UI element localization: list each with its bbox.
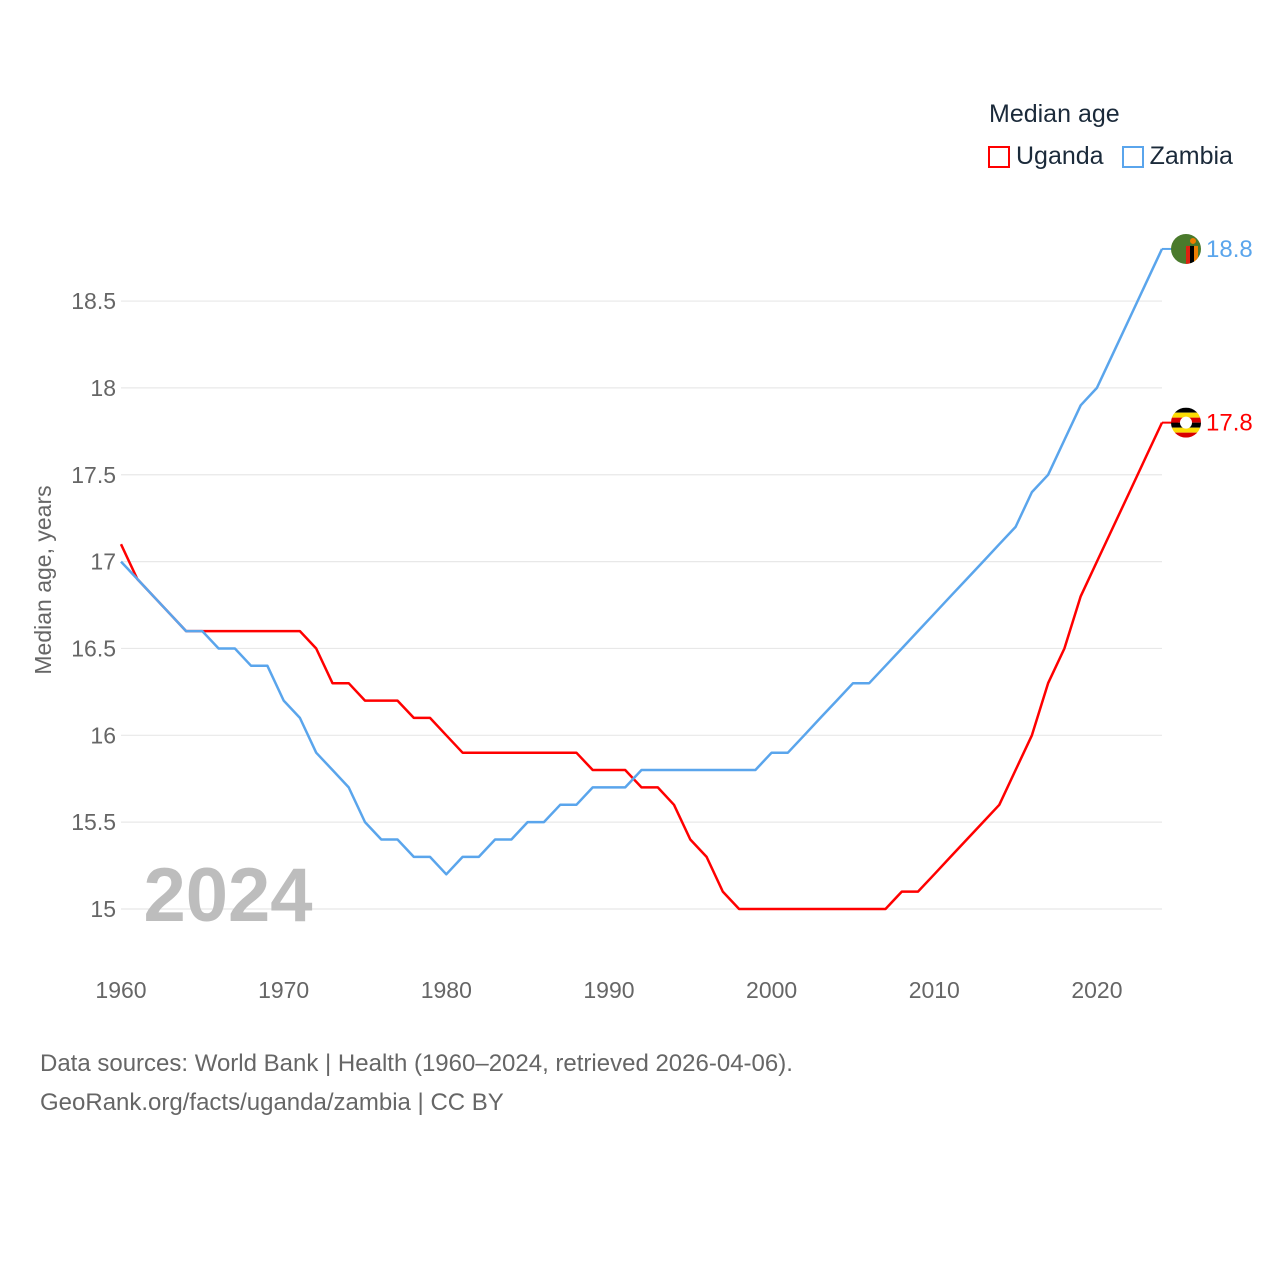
y-tick-label: 15 [90,896,116,922]
y-tick-label: 17.5 [71,462,116,488]
source-link[interactable]: GeoRank.org/facts/uganda/zambia | CC BY [40,1089,504,1116]
legend-swatch-zambia [1121,145,1144,168]
legend-label-uganda: Uganda [1016,142,1104,170]
series-line-zambia [120,248,1164,876]
legend-item-uganda[interactable]: Uganda [988,142,1104,171]
x-tick-label: 2020 [1071,977,1122,1003]
legend-label-zambia: Zambia [1149,142,1233,170]
y-tick-label: 15.5 [71,809,116,835]
x-tick-label: 2010 [909,977,960,1003]
y-tick-label: 18.5 [71,288,116,314]
x-tick-label: 1970 [258,977,309,1003]
end-value-label-uganda: 17.8 [1206,410,1253,437]
legend-item-zambia[interactable]: Zambia [1121,142,1233,171]
x-tick-label: 1990 [583,977,634,1003]
y-tick-label: 16 [90,722,116,748]
footer: Data sources: World Bank | Health (1960–… [40,1044,793,1122]
year-label: 2024 [143,853,312,938]
series-line-uganda [119,422,1164,911]
flag-zambia-icon [1171,233,1201,264]
y-tick-label: 17 [90,549,116,575]
legend-swatch-uganda [988,145,1010,168]
end-value-label-zambia: 18.8 [1206,236,1253,263]
y-tick-label: 18 [90,375,116,401]
x-tick-label: 1960 [95,977,146,1003]
y-tick-label: 16.5 [71,635,116,661]
y-axis-label: Median age, years [30,485,56,674]
legend: Uganda Zambia [988,142,1233,171]
legend-title: Median age [989,100,1120,128]
data-sources: Data sources: World Bank | Health (1960–… [40,1050,793,1077]
x-tick-label: 1980 [421,977,472,1003]
x-tick-label: 2000 [746,977,797,1003]
flag-uganda-icon [1171,407,1201,438]
